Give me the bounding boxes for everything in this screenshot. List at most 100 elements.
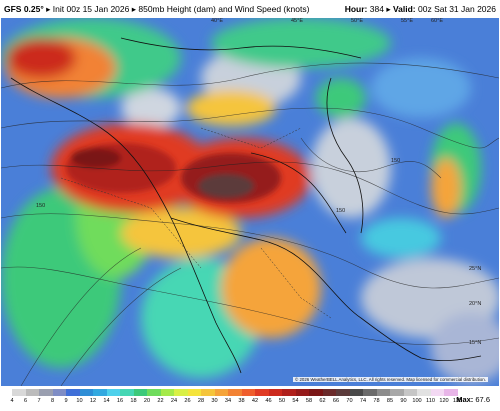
color-scale-swatch bbox=[79, 389, 93, 396]
color-scale-swatch bbox=[52, 389, 66, 396]
color-scale-swatch bbox=[363, 389, 377, 396]
contour-label: 150 bbox=[336, 208, 346, 214]
color-scale-tick-label: 26 bbox=[184, 398, 191, 404]
color-scale-tick-label: 4 bbox=[10, 398, 14, 404]
separator: ▸ bbox=[46, 4, 53, 14]
max-label: Max: bbox=[456, 395, 474, 404]
color-scale-swatch bbox=[349, 389, 363, 396]
color-scale-tick-label: 50 bbox=[278, 398, 286, 404]
color-scale-tick-label: 100 bbox=[412, 398, 422, 404]
color-scale-swatch bbox=[295, 389, 309, 396]
color-scale-tick-label: 8 bbox=[50, 398, 55, 404]
color-scale-swatch bbox=[93, 389, 107, 396]
color-scale-swatch bbox=[403, 389, 417, 396]
color-scale-tick-label: 28 bbox=[197, 398, 205, 404]
color-scale-swatch bbox=[147, 389, 161, 396]
color-scale-swatch bbox=[444, 389, 458, 396]
color-scale-swatch bbox=[282, 389, 296, 396]
color-scale-swatch bbox=[430, 389, 444, 396]
color-scale-swatch bbox=[390, 389, 404, 396]
hour-value: 384 bbox=[369, 4, 384, 14]
color-scale-swatch bbox=[12, 389, 26, 396]
lat-label-20n: 20°N bbox=[469, 301, 482, 307]
color-scale-tick-label: 110 bbox=[426, 398, 435, 404]
color-scale-tick-label: 18 bbox=[130, 398, 137, 404]
color-scale-tick-label: 22 bbox=[157, 398, 164, 404]
valid-value: 00z Sat 31 Jan 2026 bbox=[418, 4, 496, 14]
color-scale-tick-label: 54 bbox=[292, 398, 299, 404]
header-title: GFS 0.25° ▸ Init 00z 15 Jan 2026 ▸ 850mb… bbox=[4, 4, 309, 15]
color-scale-tick-label: 70 bbox=[346, 398, 353, 404]
color-scale-tick-label: 120 bbox=[439, 398, 449, 404]
color-scale-tick-label: 78 bbox=[373, 398, 380, 404]
color-scale-swatch bbox=[268, 389, 282, 396]
color-scale-swatch bbox=[106, 389, 120, 396]
hour-label: Hour: bbox=[344, 4, 368, 14]
color-scale-tick-label: 46 bbox=[265, 398, 272, 404]
color-scale-tick-label: 20 bbox=[143, 398, 151, 404]
color-scale-swatch bbox=[214, 389, 228, 396]
header-bar: GFS 0.25° ▸ Init 00z 15 Jan 2026 ▸ 850mb… bbox=[0, 0, 500, 18]
color-scale-tick-label: 85 bbox=[386, 398, 394, 404]
lat-label-15n: 15°N bbox=[469, 340, 482, 346]
product-name: 850mb Height (dam) and Wind Speed (knots… bbox=[138, 4, 310, 14]
color-scale-tick-label: 10 bbox=[76, 398, 83, 404]
color-scale-ticks: 4 6 7 8 9 10 12 14 16 18 20 22 24 26 28 30 34 38 42 46 50 54 5… bbox=[4, 398, 464, 408]
separator: ▸ bbox=[131, 4, 139, 14]
color-scale-swatch bbox=[187, 389, 201, 396]
init-time: Init 00z 15 Jan 2026 bbox=[52, 4, 130, 14]
color-scale-swatch bbox=[255, 389, 269, 396]
color-scale-swatch bbox=[25, 389, 39, 396]
color-scale-tick-label: 24 bbox=[170, 398, 178, 404]
color-scale-swatch bbox=[201, 389, 215, 396]
color-scale-swatch bbox=[417, 389, 431, 396]
color-scale-tick-label: 6 bbox=[23, 398, 28, 404]
color-scale-tick-label: 58 bbox=[305, 398, 313, 404]
color-scale-swatch bbox=[66, 389, 80, 396]
color-scale-tick-label: 12 bbox=[89, 398, 97, 404]
legend-footer: 4 6 7 8 9 10 12 14 16 18 20 22 24 26 28 30 34 38 42 46 50 54 5… bbox=[0, 386, 500, 411]
color-scale-tick-label: 14 bbox=[103, 398, 110, 404]
color-scale-tick-label: 62 bbox=[319, 398, 326, 404]
color-scale-tick-label: 38 bbox=[238, 398, 245, 404]
lon-label-45e: 45°E bbox=[291, 18, 303, 24]
color-scale-swatch bbox=[376, 389, 390, 396]
color-scale-swatch bbox=[160, 389, 174, 396]
color-scale-tick-label: 16 bbox=[116, 398, 124, 404]
color-scale-tick-label: 30 bbox=[211, 398, 218, 404]
copyright-notice: © 2026 WeatherBELL Analytics, LLC. All r… bbox=[293, 377, 488, 382]
color-scale-tick-label: 9 bbox=[64, 398, 68, 404]
color-scale-swatch bbox=[336, 389, 350, 396]
lon-label-50e: 50°E bbox=[351, 18, 363, 24]
color-scale-swatch bbox=[322, 389, 336, 396]
color-scale-tick-label: 34 bbox=[224, 398, 232, 404]
color-scale-tick-label: 135 bbox=[452, 398, 463, 404]
header-valid: Hour: 384 ▸ Valid: 00z Sat 31 Jan 2026 bbox=[345, 4, 496, 15]
color-scale-swatch bbox=[133, 389, 147, 396]
color-scale-swatch bbox=[309, 389, 323, 396]
lon-label-60e: 60°E bbox=[431, 18, 443, 24]
lon-label-55e: 55°E bbox=[401, 18, 413, 24]
model-name: GFS 0.25° bbox=[4, 4, 44, 14]
color-scale-swatch bbox=[120, 389, 134, 396]
contour-label: 150 bbox=[36, 203, 46, 209]
color-scale-tick-label: 74 bbox=[359, 398, 367, 404]
valid-label: Valid: bbox=[392, 4, 416, 14]
lon-label-40e: 40°E bbox=[211, 18, 223, 24]
color-scale-tick-label: 42 bbox=[251, 398, 259, 404]
color-scale-tick-label: 90 bbox=[400, 398, 407, 404]
color-scale-tick-label: 7 bbox=[37, 398, 41, 404]
color-scale-swatch bbox=[174, 389, 188, 396]
lat-label-25n: 25°N bbox=[469, 266, 482, 272]
max-value-box: Max: 67.6 bbox=[456, 395, 490, 404]
separator: ▸ bbox=[386, 4, 393, 14]
contour-label: 150 bbox=[391, 158, 401, 164]
max-value: 67.6 bbox=[475, 395, 490, 404]
color-scale-bar bbox=[12, 389, 458, 396]
wind-speed-map: 25°N 20°N 15°N 40°E 45°E 50°E 55°E 60°E … bbox=[1, 18, 499, 386]
color-scale-swatch bbox=[241, 389, 255, 396]
color-scale-swatch bbox=[228, 389, 242, 396]
color-scale-swatch bbox=[39, 389, 53, 396]
map-raster bbox=[1, 18, 499, 386]
